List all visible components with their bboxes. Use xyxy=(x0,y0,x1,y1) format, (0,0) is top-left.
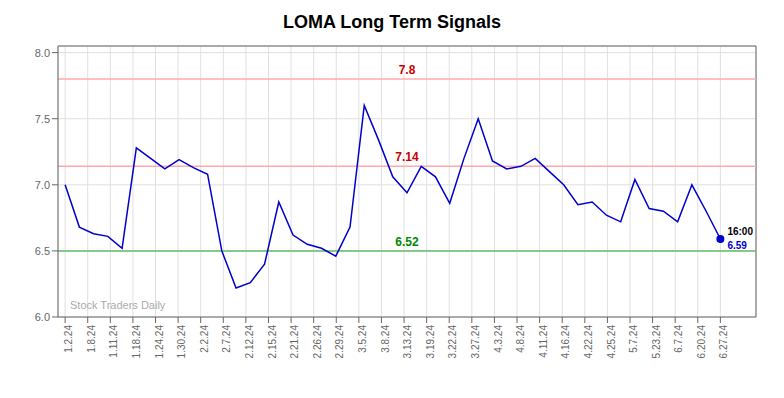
svg-text:2.29.24: 2.29.24 xyxy=(334,325,345,359)
svg-text:4.11.24: 4.11.24 xyxy=(538,325,549,358)
svg-text:1.8.24: 1.8.24 xyxy=(86,325,97,353)
svg-text:6.5: 6.5 xyxy=(35,245,50,257)
svg-text:1.2.24: 1.2.24 xyxy=(63,325,74,353)
svg-text:4.3.24: 4.3.24 xyxy=(493,325,504,353)
svg-text:7.14: 7.14 xyxy=(395,150,419,164)
svg-text:5.7.24: 5.7.24 xyxy=(628,325,639,353)
svg-text:6.59: 6.59 xyxy=(727,240,747,251)
html-text:LOMA Long Term Signals: LOMA Long Term Signals xyxy=(283,12,501,32)
svg-text:Stock Traders Daily: Stock Traders Daily xyxy=(70,299,166,311)
svg-text:4.8.24: 4.8.24 xyxy=(515,325,526,353)
svg-text:6.20.24: 6.20.24 xyxy=(696,325,707,359)
svg-text:1.11.24: 1.11.24 xyxy=(108,325,119,358)
svg-text:6.0: 6.0 xyxy=(35,311,50,323)
svg-text:6.52: 6.52 xyxy=(395,235,419,249)
svg-text:3.19.24: 3.19.24 xyxy=(425,325,436,359)
svg-text:2.26.24: 2.26.24 xyxy=(312,325,323,359)
svg-text:2.7.24: 2.7.24 xyxy=(221,325,232,353)
svg-text:3.5.24: 3.5.24 xyxy=(357,325,368,353)
svg-text:1.18.24: 1.18.24 xyxy=(131,325,142,359)
svg-text:2.12.24: 2.12.24 xyxy=(244,325,255,359)
svg-text:3.8.24: 3.8.24 xyxy=(380,325,391,353)
svg-text:5.23.24: 5.23.24 xyxy=(651,325,662,359)
svg-text:16:00: 16:00 xyxy=(727,226,753,237)
svg-text:7.8: 7.8 xyxy=(399,63,416,77)
svg-text:3.22.24: 3.22.24 xyxy=(447,325,458,359)
svg-text:2.15.24: 2.15.24 xyxy=(267,325,278,359)
svg-text:4.25.24: 4.25.24 xyxy=(606,325,617,359)
svg-text:1.24.24: 1.24.24 xyxy=(154,325,165,359)
svg-text:7.5: 7.5 xyxy=(35,113,50,125)
svg-text:8.0: 8.0 xyxy=(35,47,50,59)
svg-text:2.2.24: 2.2.24 xyxy=(199,325,210,353)
svg-text:6.27.24: 6.27.24 xyxy=(718,325,729,359)
svg-text:1.30.24: 1.30.24 xyxy=(176,325,187,359)
svg-text:4.16.24: 4.16.24 xyxy=(560,325,571,359)
svg-text:4.22.24: 4.22.24 xyxy=(583,325,594,359)
svg-text:6.7.24: 6.7.24 xyxy=(673,325,684,353)
svg-text:3.27.24: 3.27.24 xyxy=(470,325,481,359)
svg-text:3.13.24: 3.13.24 xyxy=(402,325,413,359)
svg-text:7.0: 7.0 xyxy=(35,179,50,191)
svg-text:2.21.24: 2.21.24 xyxy=(289,325,300,359)
